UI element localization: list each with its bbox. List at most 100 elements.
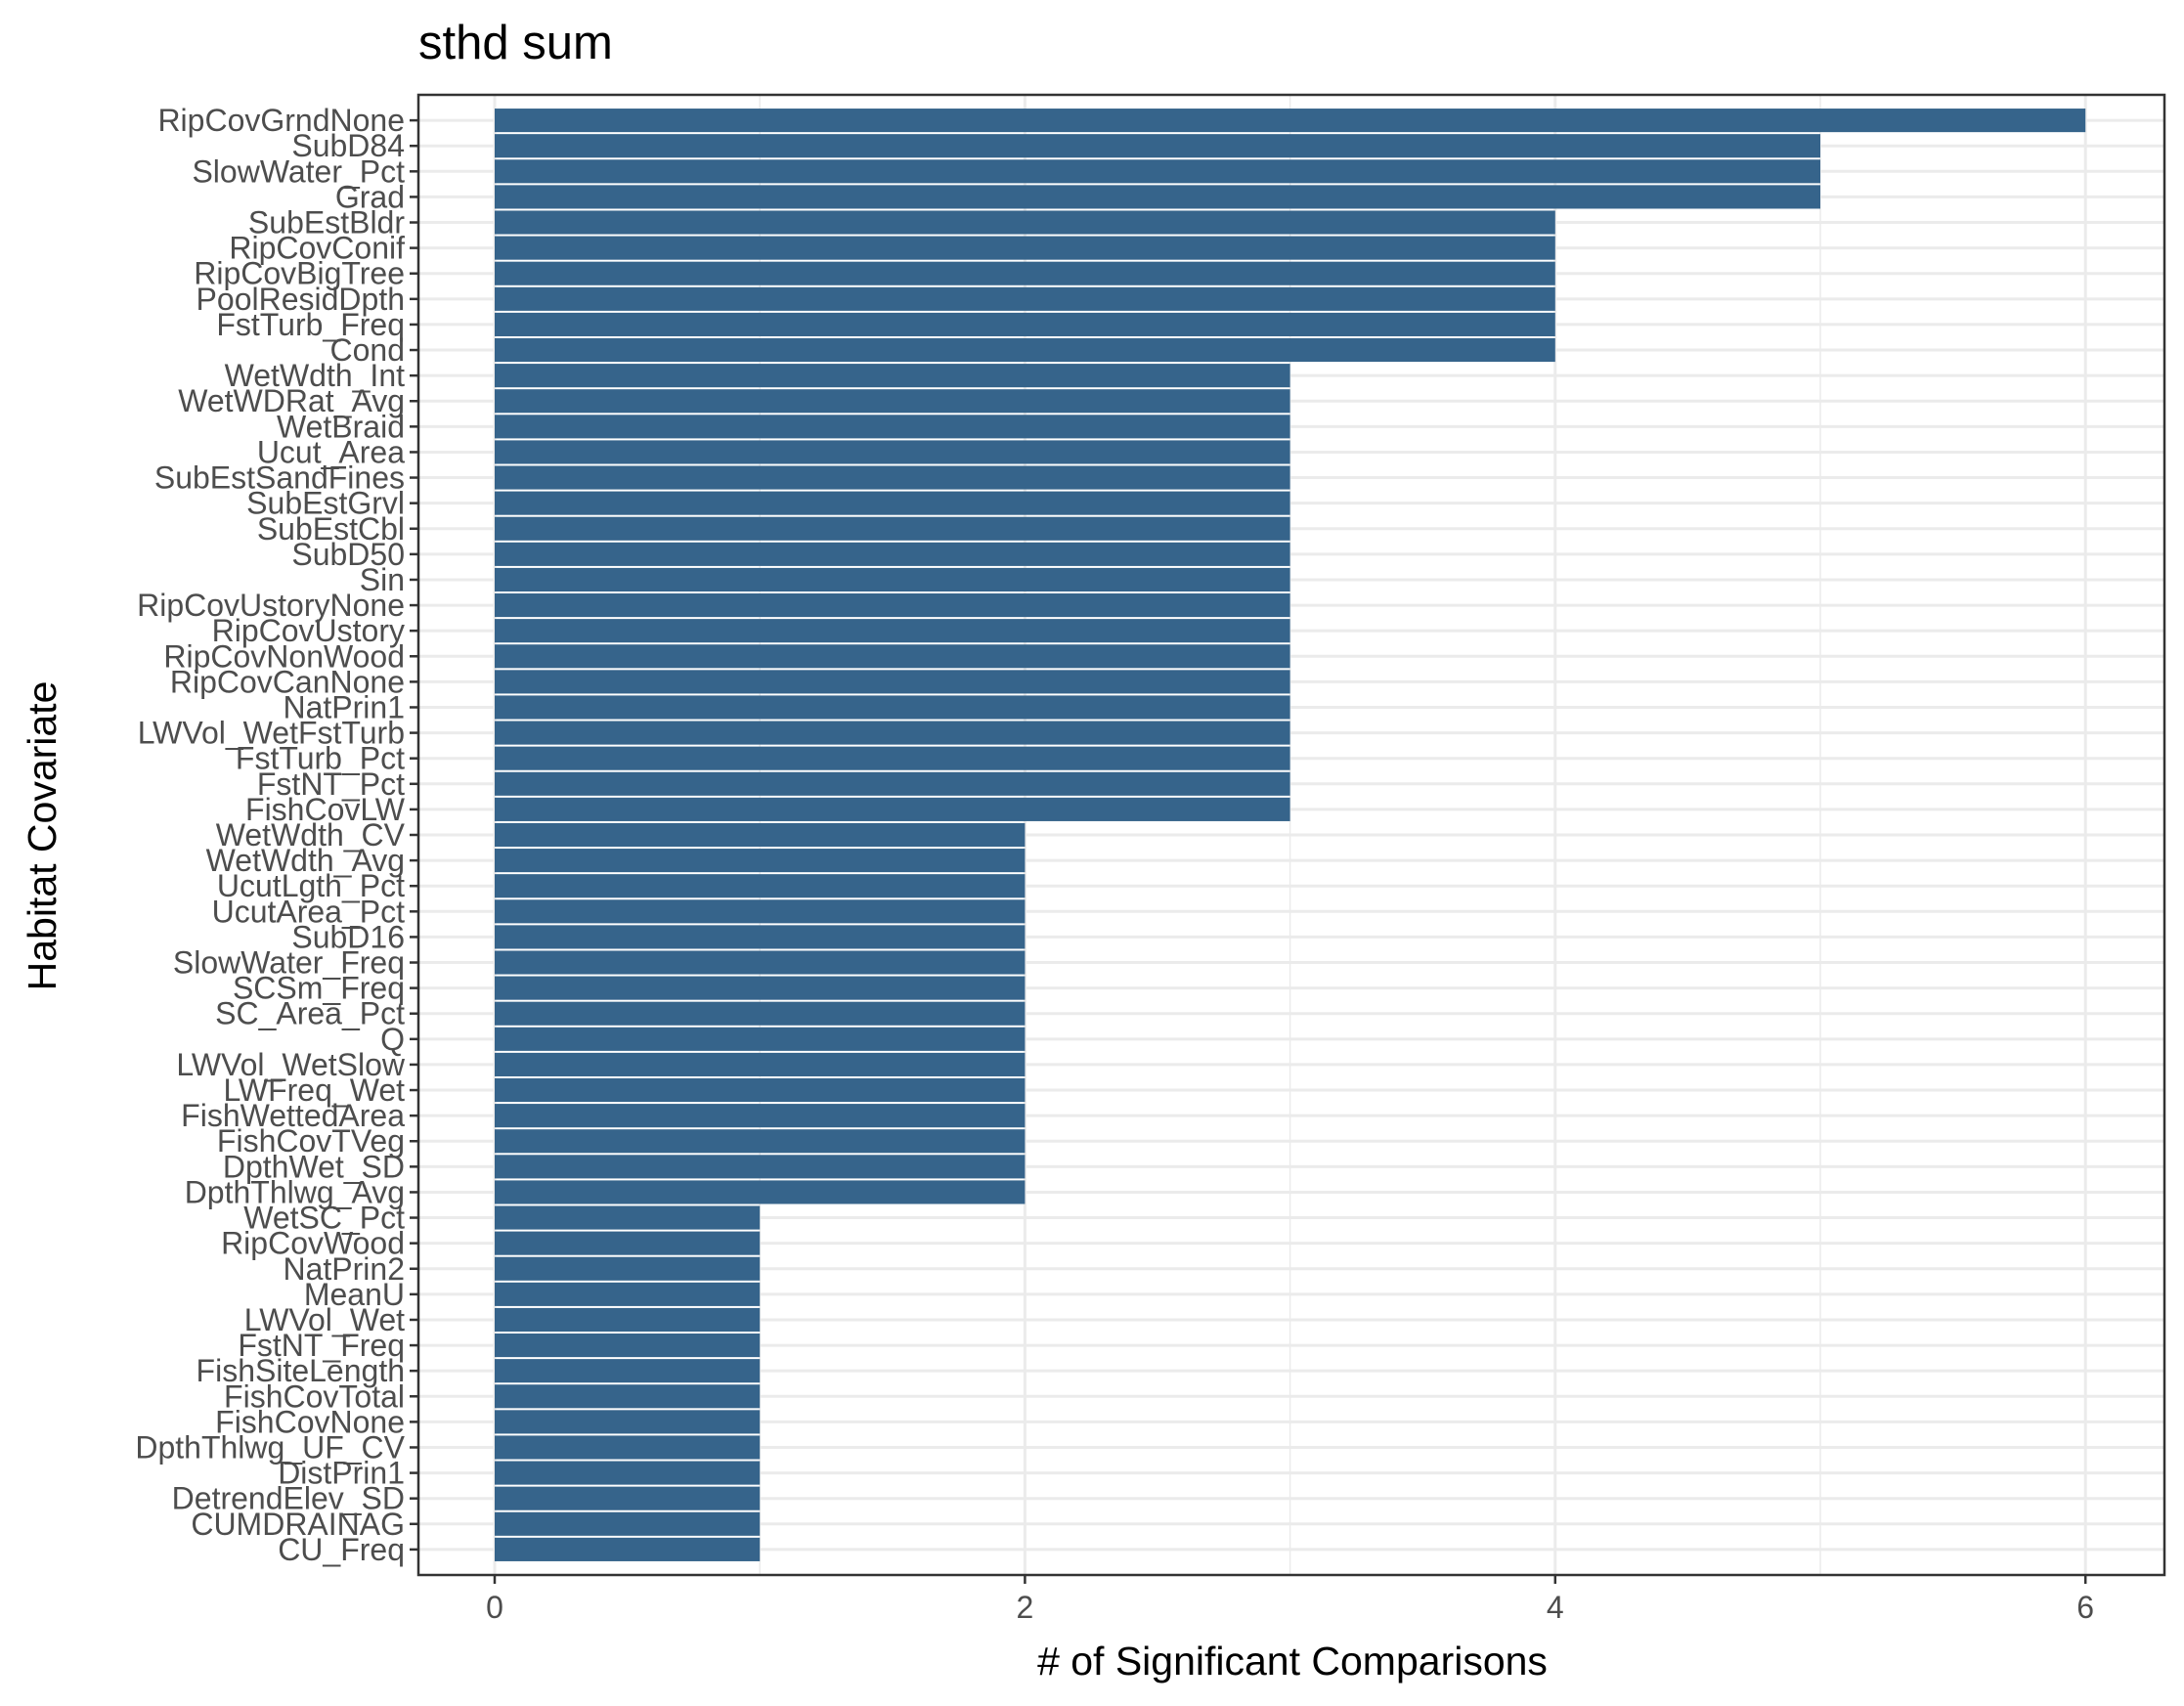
y-tick-label: SubD16 bbox=[291, 919, 405, 954]
bar bbox=[495, 771, 1290, 796]
y-tick-label: RipCovUstoryNone bbox=[137, 588, 405, 623]
y-tick-label: SubD84 bbox=[291, 128, 405, 163]
bar bbox=[495, 261, 1555, 285]
y-tick-label: FstNT_Pct bbox=[257, 766, 405, 802]
y-tick-label: WetWdth_Avg bbox=[206, 843, 405, 878]
y-axis: RipCovGrndNoneSubD84SlowWater_PctGradSub… bbox=[135, 103, 418, 1567]
bars bbox=[495, 109, 2086, 1561]
y-tick-label: FishCovLW bbox=[245, 792, 406, 827]
x-tick-label: 6 bbox=[2076, 1590, 2094, 1625]
bar bbox=[495, 236, 1555, 260]
y-tick-label: SubD50 bbox=[291, 537, 405, 572]
y-tick-label: LWVol_Wet bbox=[244, 1302, 405, 1337]
bar bbox=[495, 1231, 761, 1255]
y-tick-label: FishCovNone bbox=[215, 1404, 405, 1439]
y-tick-label: FstNT_Freq bbox=[238, 1328, 405, 1363]
bar bbox=[495, 619, 1290, 643]
y-tick-label: FishCovTVeg bbox=[217, 1123, 405, 1159]
bar bbox=[495, 1384, 761, 1409]
x-axis: 0 2 4 6 bbox=[486, 1575, 2094, 1625]
y-tick-label: SC_Area_Pct bbox=[215, 996, 405, 1031]
y-tick-label: LWFreq_Wet bbox=[223, 1072, 405, 1108]
x-axis-title: # of Significant Comparisons bbox=[1037, 1639, 1548, 1684]
y-tick-label: DpthThlwg_Avg bbox=[185, 1174, 405, 1209]
bar bbox=[495, 389, 1290, 414]
y-tick-label: RipCovWood bbox=[221, 1226, 405, 1261]
bar bbox=[495, 797, 1290, 821]
y-tick-label: WetWdth_CV bbox=[216, 817, 406, 853]
bar bbox=[495, 185, 1820, 209]
bar bbox=[495, 159, 1820, 184]
bar bbox=[495, 849, 1026, 873]
y-tick-label: DistPrin1 bbox=[278, 1456, 405, 1491]
bar bbox=[495, 1334, 761, 1358]
bar bbox=[495, 925, 1026, 949]
y-tick-label: WetBraid bbox=[277, 409, 405, 444]
y-tick-label: Grad bbox=[335, 179, 405, 214]
bar bbox=[495, 1180, 1026, 1204]
y-tick-label: LWVol_WetSlow bbox=[176, 1047, 405, 1082]
bar bbox=[495, 1435, 761, 1460]
y-tick-label: Sin bbox=[360, 562, 405, 597]
bar bbox=[495, 1359, 761, 1383]
bar bbox=[495, 695, 1290, 720]
bar bbox=[495, 134, 1820, 158]
bar bbox=[495, 567, 1290, 592]
bar bbox=[495, 1256, 761, 1281]
y-tick-label: FstTurb_Freq bbox=[216, 307, 405, 342]
y-tick-label: RipCovConif bbox=[229, 231, 405, 266]
y-tick-label: DpthWet_SD bbox=[223, 1149, 405, 1184]
bar bbox=[495, 465, 1290, 490]
bar bbox=[495, 1307, 761, 1333]
y-tick-label: PoolResidDpth bbox=[197, 282, 405, 317]
bar bbox=[495, 1461, 761, 1485]
bar bbox=[495, 644, 1290, 669]
bar bbox=[495, 950, 1026, 975]
y-tick-label: WetWDRat_Avg bbox=[178, 383, 405, 418]
bar bbox=[495, 337, 1555, 363]
bar bbox=[495, 210, 1555, 235]
bar bbox=[495, 1537, 761, 1561]
bar bbox=[495, 1155, 1026, 1179]
bar bbox=[495, 542, 1290, 566]
bar bbox=[495, 874, 1026, 898]
bar bbox=[495, 670, 1290, 694]
y-tick-label: FstTurb_Pct bbox=[236, 741, 405, 776]
y-tick-label: NatPrin2 bbox=[284, 1251, 406, 1287]
y-tick-label: FishCovTotal bbox=[224, 1378, 405, 1414]
y-tick-label: UcutArea_Pct bbox=[212, 894, 406, 929]
bar bbox=[495, 1027, 1026, 1051]
bar bbox=[495, 822, 1026, 848]
x-tick-label: 2 bbox=[1017, 1590, 1034, 1625]
bar bbox=[495, 1205, 761, 1230]
bar bbox=[495, 1282, 761, 1306]
y-tick-label: Ucut_Area bbox=[257, 434, 405, 469]
bar bbox=[495, 109, 2086, 133]
bar bbox=[495, 1511, 761, 1536]
bar bbox=[495, 746, 1290, 770]
bar bbox=[495, 1410, 761, 1434]
y-tick-label: SCSm_Freq bbox=[233, 971, 405, 1006]
bar bbox=[495, 1129, 1026, 1154]
y-tick-label: Q bbox=[380, 1022, 405, 1057]
y-tick-label: CUMDRAINAG bbox=[191, 1507, 405, 1542]
y-tick-label: CU_Freq bbox=[278, 1532, 405, 1567]
bar bbox=[495, 415, 1290, 439]
bar bbox=[495, 1001, 1026, 1026]
bar bbox=[495, 721, 1290, 745]
bar bbox=[495, 440, 1290, 464]
bar bbox=[495, 899, 1026, 924]
y-axis-title: Habitat Covariate bbox=[20, 681, 65, 991]
x-tick-label: 4 bbox=[1547, 1590, 1564, 1625]
y-tick-label: FishWettedArea bbox=[181, 1098, 405, 1133]
chart-title: sthd sum bbox=[418, 17, 613, 69]
bar bbox=[495, 976, 1026, 1000]
y-tick-label: SubEstBldr bbox=[248, 205, 405, 241]
y-tick-label: NatPrin1 bbox=[284, 689, 406, 724]
y-tick-label: Cond bbox=[330, 332, 406, 368]
y-tick-label: FishSiteLength bbox=[197, 1353, 405, 1388]
bar bbox=[495, 312, 1555, 336]
y-tick-label: SubEstSandFines bbox=[154, 460, 405, 496]
